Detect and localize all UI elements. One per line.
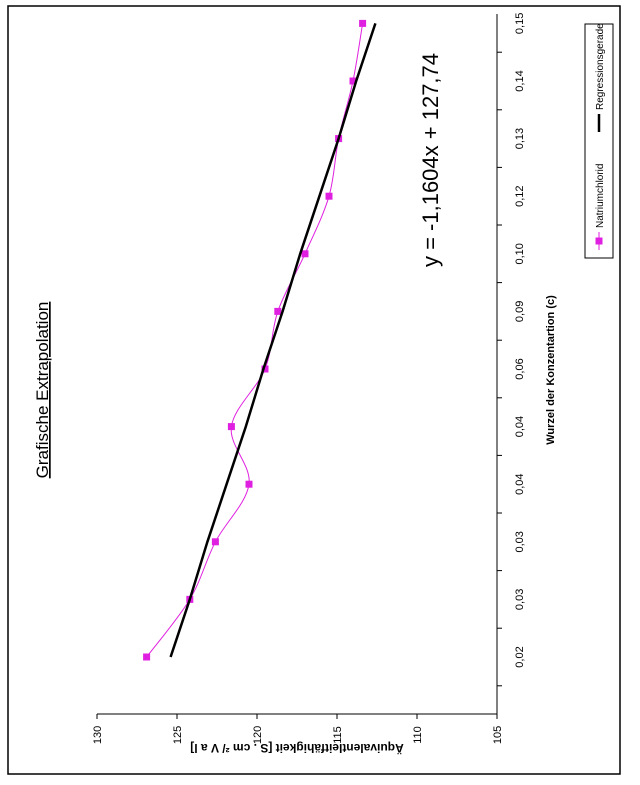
x-tick-label: 0,04 xyxy=(514,416,526,437)
series-line xyxy=(169,23,377,658)
x-tick-label: 0,14 xyxy=(514,70,526,91)
x-tick-label: 0,10 xyxy=(514,243,526,264)
x-tick-label: 0,15 xyxy=(514,13,526,34)
marker xyxy=(143,653,151,661)
legend-marker xyxy=(595,237,603,245)
marker xyxy=(359,19,367,27)
chart-frame xyxy=(7,5,621,775)
x-tick-label: 0,13 xyxy=(514,128,526,149)
equation: y = -1,1604x + 127,74 xyxy=(418,53,443,267)
chart-title: Grafische Extrapolation xyxy=(33,302,52,479)
x-tick-label: 0,03 xyxy=(514,531,526,552)
marker xyxy=(349,77,357,85)
legend-label: Natriumchlorid xyxy=(595,164,606,228)
marker xyxy=(227,423,235,431)
legend-label: Regressionsgerade xyxy=(595,23,606,110)
marker xyxy=(301,250,309,258)
x-tick-label: 0,09 xyxy=(514,301,526,322)
marker xyxy=(245,480,253,488)
x-tick-label: 0,12 xyxy=(514,185,526,206)
x-tick-label: 0,02 xyxy=(514,646,526,667)
y-tick-label: 105 xyxy=(492,726,504,744)
x-tick-label: 0,04 xyxy=(514,473,526,494)
y-axis-title: Äquivalentleitfähigkeit [S . cm ²/ V a l… xyxy=(190,741,403,756)
x-tick-label: 0,06 xyxy=(514,358,526,379)
x-tick-label: 0,03 xyxy=(514,589,526,610)
y-tick-label: 130 xyxy=(92,726,104,744)
marker xyxy=(325,192,333,200)
x-axis-title: Wurzel der Konzentartion (c) xyxy=(545,295,557,445)
marker xyxy=(274,307,282,315)
marker xyxy=(261,365,269,373)
y-tick-label: 125 xyxy=(172,726,184,744)
marker xyxy=(211,538,219,546)
y-tick-label: 110 xyxy=(412,726,424,744)
y-tick-label: 120 xyxy=(252,726,264,744)
y-tick-label: 115 xyxy=(332,726,344,744)
legend xyxy=(584,23,614,259)
